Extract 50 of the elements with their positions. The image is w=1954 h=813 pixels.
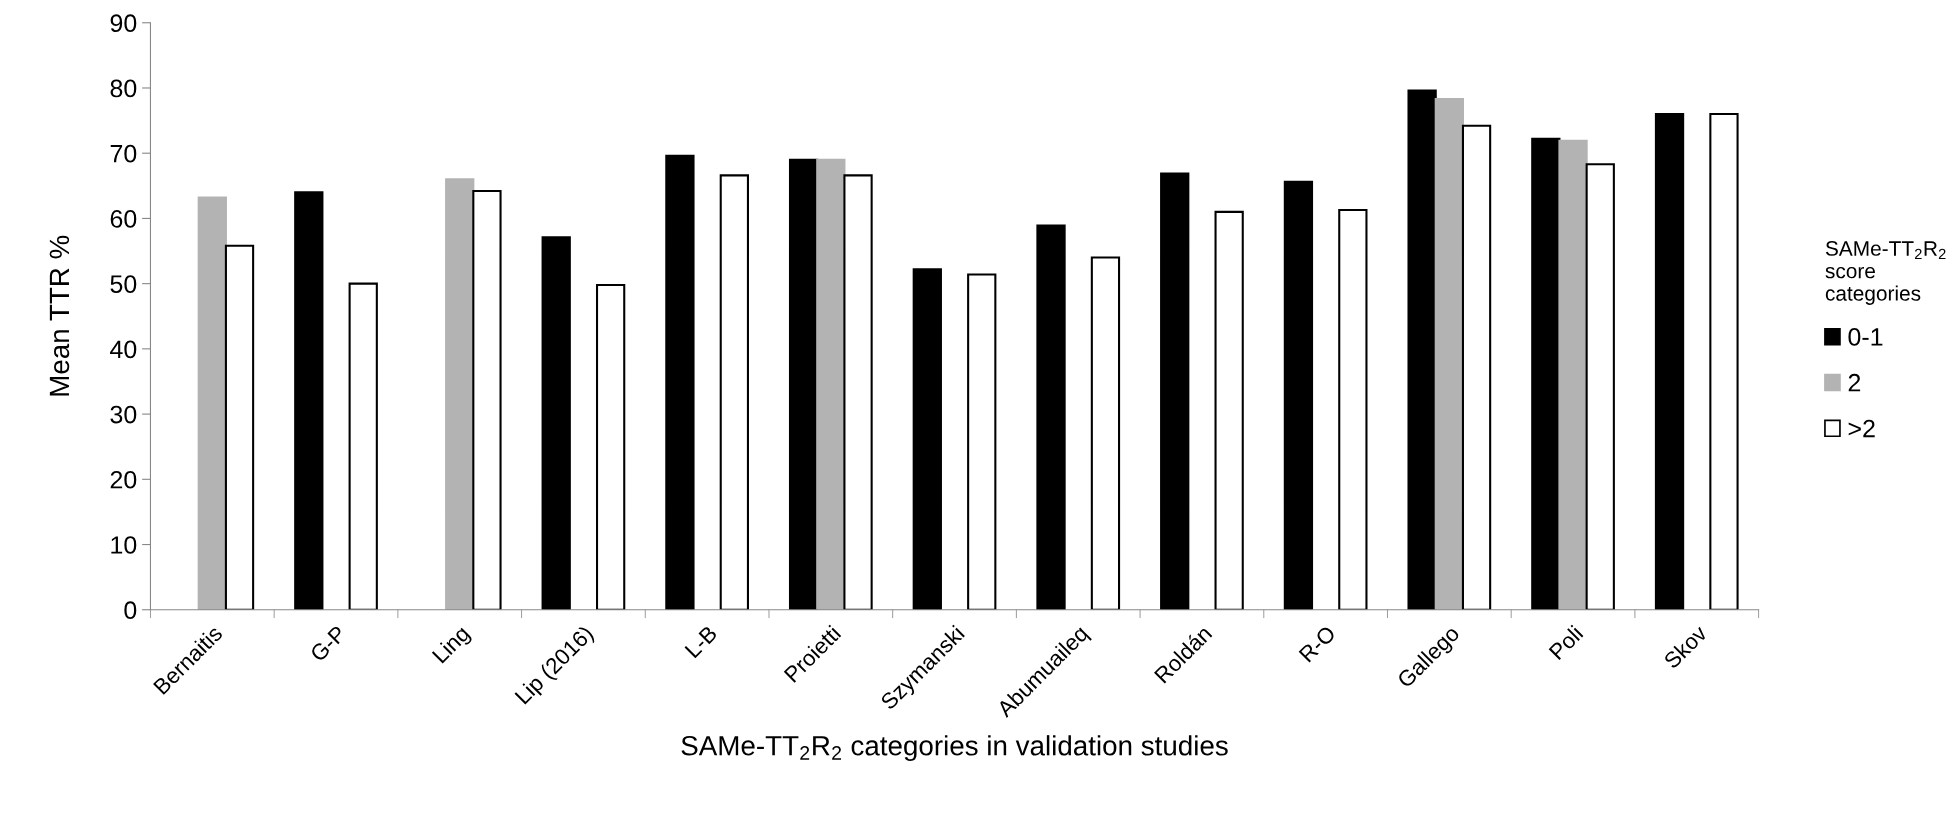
bar	[1585, 163, 1615, 610]
bar	[665, 154, 695, 610]
legend-label: 2	[1848, 373, 1861, 392]
bar	[1558, 139, 1588, 610]
bar	[1461, 124, 1492, 610]
bar	[1654, 113, 1685, 610]
bar	[912, 268, 942, 610]
y-tick-label: 0	[124, 601, 137, 620]
bar	[816, 158, 846, 610]
bar	[445, 178, 475, 610]
y-axis-title: Mean TTR %	[49, 235, 70, 396]
y-tick-label: 70	[110, 144, 137, 163]
bar	[1531, 137, 1561, 610]
y-tick-label: 40	[110, 340, 137, 359]
legend-label: 0-1	[1848, 328, 1883, 346]
bar	[788, 158, 819, 610]
x-tick-label: L-B	[684, 625, 718, 659]
bar	[595, 283, 626, 610]
y-tick-label: 30	[110, 405, 137, 424]
x-tick-label: Poli	[1548, 624, 1584, 661]
bar	[1434, 98, 1464, 610]
bar	[224, 244, 255, 610]
bar	[1036, 224, 1066, 610]
bar	[294, 191, 324, 610]
y-tick-label: 90	[110, 14, 137, 33]
text: SAMe-TT$_{2}$R$_{2}$ score categories	[1825, 241, 1946, 305]
bar	[348, 282, 378, 610]
bar	[1090, 256, 1121, 610]
bar	[1338, 208, 1368, 610]
bar	[843, 174, 873, 610]
bar	[1214, 210, 1244, 610]
y-tick-label: 10	[111, 536, 137, 554]
y-tick-label: 60	[110, 210, 137, 228]
x-tick-label: R-O	[1298, 624, 1337, 663]
bar	[1407, 89, 1437, 610]
y-tick-label: 50	[110, 275, 137, 293]
legend-label: >2	[1848, 419, 1875, 438]
y-tick-label: 20	[110, 470, 137, 489]
bar	[719, 174, 749, 610]
bar	[1283, 180, 1314, 610]
x-axis-title: SAMe-TT$_{2}$R$_{2}$ categories in validation studies	[681, 735, 1228, 762]
bar	[541, 236, 571, 610]
x-tick-label: Ling	[431, 624, 474, 667]
bar	[1709, 113, 1739, 610]
x-tick-label: G-P	[309, 624, 347, 663]
bar	[472, 189, 502, 610]
y-tick-label: 80	[110, 79, 137, 98]
bar	[1160, 172, 1190, 610]
bar	[967, 273, 997, 610]
bar	[197, 196, 227, 610]
